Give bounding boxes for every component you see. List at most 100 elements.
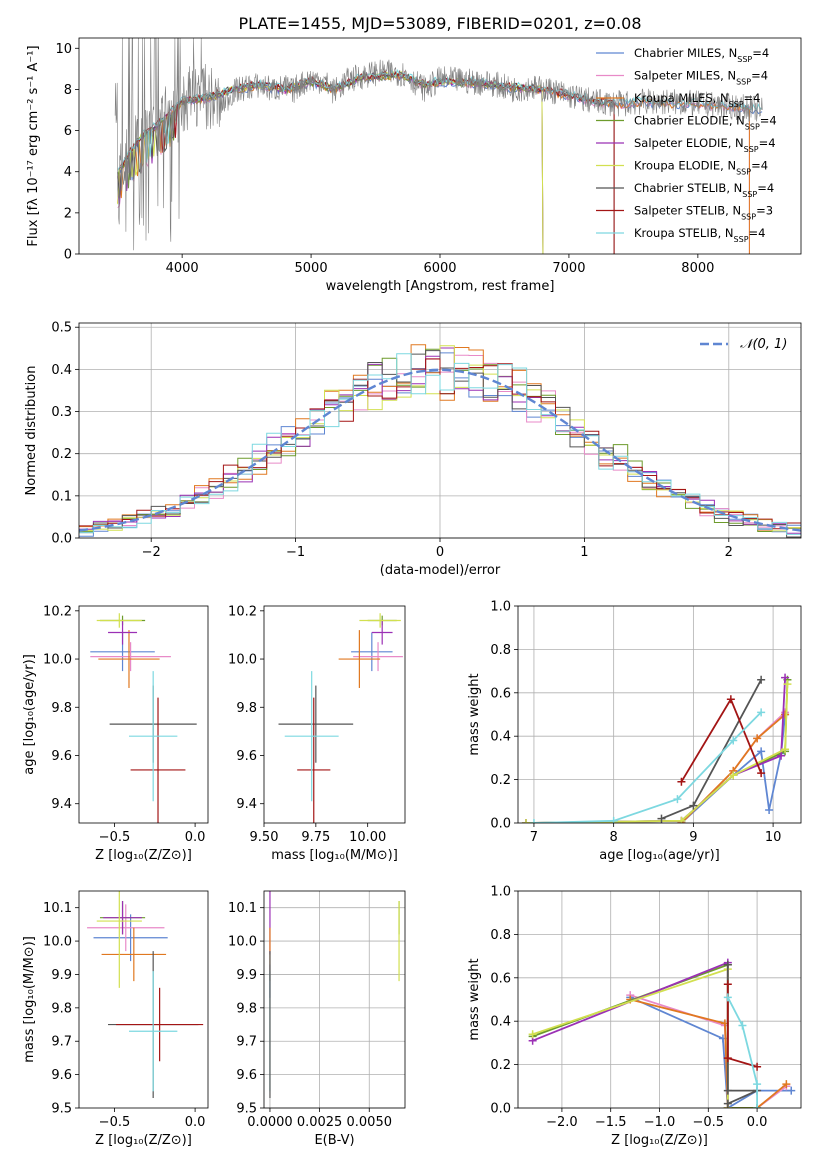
legend-label: Salpeter MILES, NSSP=4 [634, 69, 768, 87]
plus-marker [787, 1086, 796, 1095]
plus-marker [738, 1021, 747, 1030]
y-tick-label: 9.9 [236, 968, 257, 983]
y-tick-label: 0.8 [490, 643, 511, 658]
x-tick-label: −2 [142, 545, 161, 560]
y-tick-label: 10.1 [228, 901, 257, 916]
x-tick-label: 0.0 [185, 830, 206, 845]
plus-marker [528, 1030, 537, 1039]
y-tick-label: 4 [64, 165, 72, 180]
x-tick-label: −0.5 [693, 1115, 725, 1130]
plus-marker [521, 819, 530, 823]
plus-marker [757, 708, 766, 717]
y-tick-label: 1.0 [490, 885, 511, 900]
y-tick-label: 9.6 [51, 749, 72, 764]
axes-frame [78, 605, 209, 824]
plot-area [521, 673, 792, 823]
y-axis-label: mass weight [467, 673, 482, 755]
y-tick-label: 10.2 [228, 604, 257, 619]
legend-label: Chabrier STELIB, NSSP=4 [634, 181, 774, 199]
y-tick-label: 9.9 [51, 968, 72, 983]
x-axis-label: age [log₁₀(age/yr)] [599, 848, 720, 863]
x-axis-label: mass [log₁₀(M/M⊙)] [271, 848, 398, 863]
mass-weight-line-8 [727, 996, 758, 1108]
plus-marker [765, 805, 774, 814]
x-tick-label: 4000 [166, 261, 199, 276]
plus-marker [777, 751, 786, 760]
y-tick-label: 9.8 [236, 1001, 257, 1016]
plot-area [90, 613, 197, 823]
plus-marker [753, 734, 762, 743]
y-tick-label: 9.6 [236, 1068, 257, 1083]
x-tick-label: 2 [725, 545, 733, 560]
plus-marker [677, 816, 686, 823]
x-tick-label: 9 [689, 830, 697, 845]
plus-marker [729, 771, 738, 780]
normal-curve-line [79, 368, 801, 532]
x-tick-label: 9.75 [301, 830, 330, 845]
y-tick-label: 10 [55, 42, 72, 57]
plus-marker [673, 795, 682, 804]
y-tick-label: 10.0 [43, 935, 72, 950]
y-tick-label: 0 [64, 248, 72, 263]
y-tick-label: 10.2 [43, 604, 72, 619]
panel-spectrum: 4000 5000 6000 7000 8000 0 2 4 6 8 10 wavelength [A… [26, 37, 802, 294]
axes-frame [263, 605, 406, 824]
y-tick-label: 9.8 [51, 1001, 72, 1016]
y-tick-label: 0.4 [51, 363, 72, 378]
mass-weight-line-6 [726, 964, 758, 1105]
x-tick-label: −0.5 [99, 830, 131, 845]
y-tick-label: 1.0 [490, 600, 511, 615]
observed-spectrum-line [114, 38, 763, 251]
x-tick-label: 8000 [681, 261, 714, 276]
mass-weight-line-0 [629, 996, 792, 1108]
x-tick-label: −1 [286, 545, 305, 560]
axes-frame [517, 605, 802, 824]
y-tick-label: 8 [64, 83, 72, 98]
x-tick-label: 8 [610, 830, 618, 845]
plus-marker [781, 745, 790, 754]
legend-label: 𝒩(0, 1) [740, 337, 787, 352]
y-tick-label: 0.4 [490, 730, 511, 745]
plot-area [528, 958, 796, 1108]
y-tick-label: 0.2 [490, 1058, 511, 1073]
axes-frame [78, 37, 802, 255]
y-tick-label: 0.8 [490, 928, 511, 943]
panel-mass_weight_vs_Z: −2.0 −1.5 −1.0 −0.5 0.0 0.0 0.2 0.4 0.6 0.8 1.0 Z [… [467, 885, 802, 1148]
y-tick-label: 10.0 [228, 653, 257, 668]
x-tick-label: 7 [530, 830, 538, 845]
legend-label: Chabrier ELODIE, NSSP=4 [634, 114, 777, 132]
plus-marker [723, 1086, 732, 1095]
y-tick-label: 0.3 [51, 405, 72, 420]
y-tick-label: 10.1 [43, 901, 72, 916]
plot-area [79, 344, 801, 538]
y-tick-label: 6 [64, 124, 72, 139]
plus-marker [723, 960, 732, 969]
x-tick-label: 0.0000 [247, 1115, 293, 1130]
y-tick-label: 2 [64, 206, 72, 221]
x-tick-label: 5000 [295, 261, 328, 276]
x-tick-label: −1.0 [644, 1115, 676, 1130]
plus-marker [753, 1080, 762, 1089]
y-tick-label: 9.6 [51, 1068, 72, 1083]
y-tick-label: 0.6 [490, 971, 511, 986]
plus-marker [723, 1099, 732, 1108]
plus-marker [657, 814, 666, 823]
plus-marker [729, 736, 738, 745]
axes-frame [78, 322, 802, 539]
legend-label: Salpeter ELODIE, NSSP=4 [634, 136, 776, 154]
x-axis-label: (data-model)/error [380, 563, 501, 578]
x-axis-label: Z [log₁₀(Z/Z⊙)] [611, 1133, 708, 1148]
y-tick-label: 0.2 [51, 447, 72, 462]
y-tick-label: 9.5 [236, 1102, 257, 1117]
legend-label: Chabrier MILES, NSSP=4 [634, 46, 769, 64]
x-axis-label: Z [log₁₀(Z/Z⊙)] [95, 848, 192, 863]
plot-area [269, 891, 400, 1098]
y-tick-label: 9.5 [51, 1102, 72, 1117]
x-tick-label: 9.50 [250, 830, 279, 845]
legend-label: Kroupa STELIB, NSSP=4 [634, 226, 765, 244]
y-tick-label: 10.0 [43, 653, 72, 668]
plus-marker [757, 675, 766, 684]
x-axis-label: E(B-V) [314, 1133, 354, 1148]
legend-label: Salpeter STELIB, NSSP=3 [634, 204, 773, 222]
